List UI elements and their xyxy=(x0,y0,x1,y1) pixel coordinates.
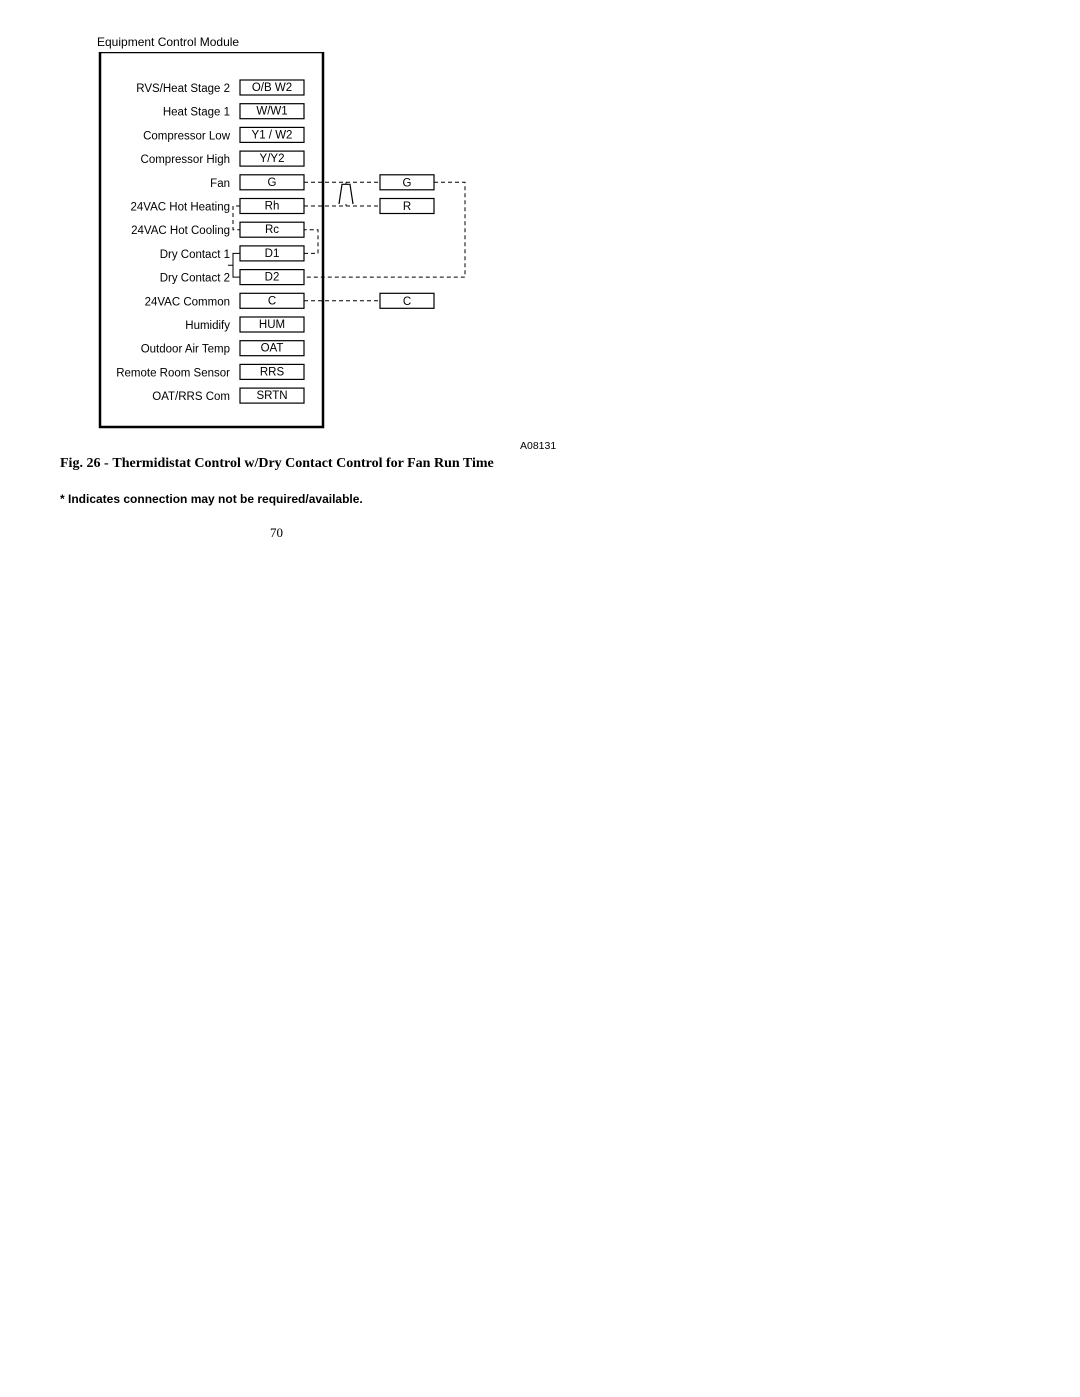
figure-id: A08131 xyxy=(520,440,556,452)
figure-caption-text: Thermidistat Control w/Dry Contact Contr… xyxy=(112,456,493,471)
svg-text:SRTN: SRTN xyxy=(256,390,287,402)
svg-text:RVS/Heat Stage 2: RVS/Heat Stage 2 xyxy=(136,83,230,95)
svg-text:Rh: Rh xyxy=(265,201,280,213)
svg-text:Dry Contact 2: Dry Contact 2 xyxy=(160,273,230,285)
svg-text:OAT: OAT xyxy=(261,343,284,355)
svg-text:Fan: Fan xyxy=(210,178,230,190)
svg-text:Y/Y2: Y/Y2 xyxy=(260,153,285,165)
svg-text:D2: D2 xyxy=(265,272,280,284)
svg-text:G: G xyxy=(268,177,277,189)
svg-text:O/B W2: O/B W2 xyxy=(252,82,292,94)
svg-text:C: C xyxy=(403,296,411,308)
svg-text:Humidify: Humidify xyxy=(185,320,230,332)
figure-caption: Fig. 26 - Thermidistat Control w/Dry Con… xyxy=(60,455,494,472)
svg-text:24VAC Hot Cooling: 24VAC Hot Cooling xyxy=(131,225,230,237)
svg-text:Y1 / W2: Y1 / W2 xyxy=(252,129,293,141)
svg-text:HUM: HUM xyxy=(259,319,285,331)
svg-text:Compressor Low: Compressor Low xyxy=(143,130,231,142)
svg-text:Outdoor Air Temp: Outdoor Air Temp xyxy=(141,344,230,356)
svg-text:Compressor High: Compressor High xyxy=(141,154,230,166)
svg-text:Remote Room Sensor: Remote Room Sensor xyxy=(116,367,230,379)
svg-text:RRS: RRS xyxy=(260,366,285,378)
figure-label: Fig. 26 - xyxy=(60,456,109,471)
svg-text:W/W1: W/W1 xyxy=(256,106,287,118)
wiring-diagram: RVS/Heat Stage 2 O/B W2 Heat Stage 1 W/W1 Co… xyxy=(60,52,1080,442)
svg-text:G: G xyxy=(403,177,412,189)
svg-text:C: C xyxy=(268,295,276,307)
svg-text:Heat Stage 1: Heat Stage 1 xyxy=(163,107,230,119)
svg-text:Rc: Rc xyxy=(265,224,279,236)
footnote: * Indicates connection may not be requir… xyxy=(60,492,363,506)
svg-text:R: R xyxy=(403,201,411,213)
svg-text:Dry Contact 1: Dry Contact 1 xyxy=(160,249,230,261)
page-number: 70 xyxy=(270,525,283,541)
svg-text:OAT/RRS Com: OAT/RRS Com xyxy=(152,391,230,403)
svg-text:24VAC Common: 24VAC Common xyxy=(145,296,230,308)
svg-text:D1: D1 xyxy=(265,248,280,260)
module-title: Equipment Control Module xyxy=(97,35,1080,49)
svg-text:24VAC Hot Heating: 24VAC Hot Heating xyxy=(130,202,230,214)
